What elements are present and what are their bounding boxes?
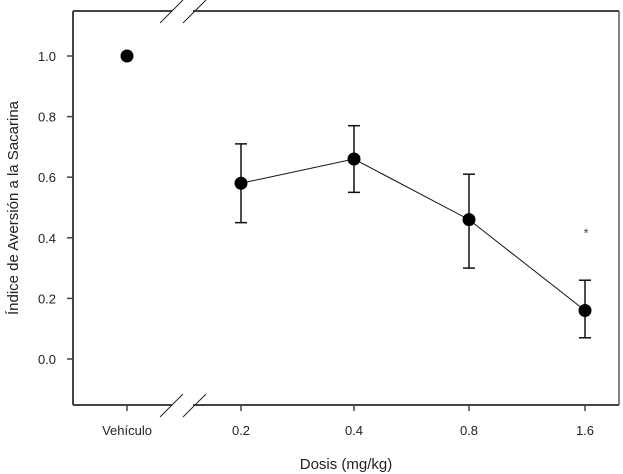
y-axis: 0.0 0.2 0.4 0.6 0.8 1.0 xyxy=(38,49,73,367)
axis-break-mark xyxy=(159,0,184,24)
y-tick-label: 0.4 xyxy=(38,231,56,246)
data-point xyxy=(578,304,592,318)
significance-marker: * xyxy=(583,226,588,241)
axis-break-mark xyxy=(182,393,207,418)
data-point xyxy=(347,152,361,166)
x-axis-title: Dosis (mg/kg) xyxy=(300,456,393,473)
x-tick-label: 0.2 xyxy=(232,423,250,438)
y-axis-title: Índice de Aversión a la Sacarina xyxy=(5,100,22,315)
x-tick-label: Vehículo xyxy=(102,423,152,438)
y-tick-label: 0.8 xyxy=(38,110,56,125)
data-point xyxy=(462,213,476,227)
axis-break-mark xyxy=(159,393,184,418)
data-point xyxy=(234,176,248,190)
y-tick-label: 1.0 xyxy=(38,49,56,64)
y-tick-label: 0.6 xyxy=(38,170,56,185)
x-tick-label: 1.6 xyxy=(576,423,594,438)
x-axis: Vehículo 0.2 0.4 0.8 1.6 xyxy=(102,405,594,438)
y-tick-label: 0.0 xyxy=(38,352,56,367)
data-marks: * xyxy=(120,49,592,339)
y-tick-label: 0.2 xyxy=(38,291,56,306)
data-point xyxy=(120,49,134,63)
x-tick-label: 0.4 xyxy=(345,423,363,438)
series-line xyxy=(240,158,586,311)
plot-frame xyxy=(72,0,620,418)
axis-break-mark xyxy=(182,0,207,24)
x-tick-label: 0.8 xyxy=(460,423,478,438)
